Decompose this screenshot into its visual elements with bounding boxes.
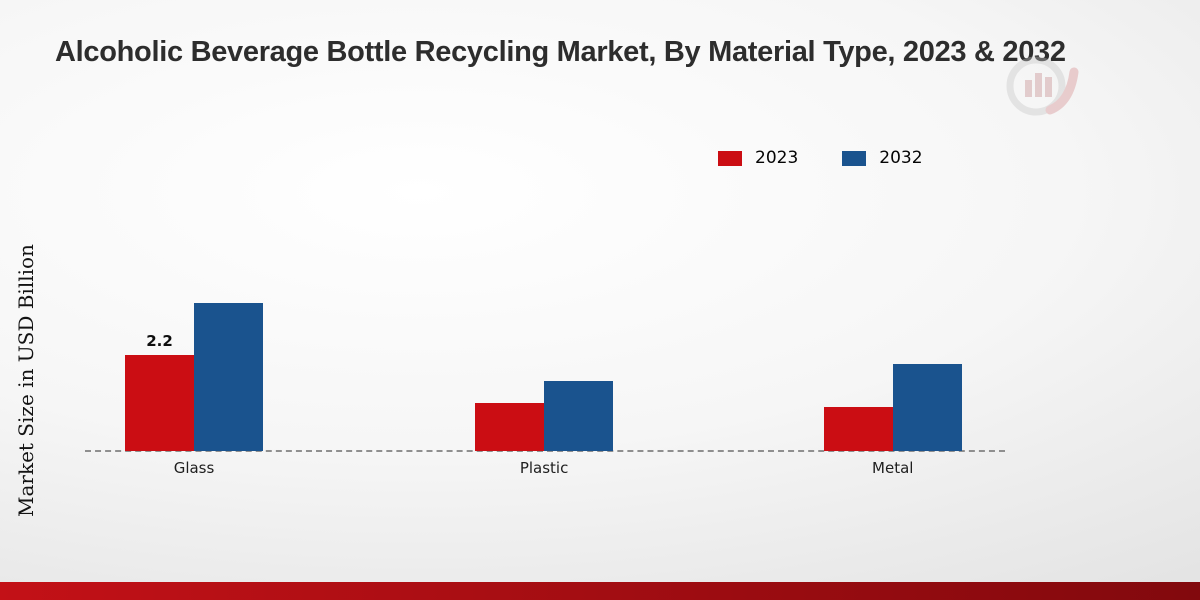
chart-title: Alcoholic Beverage Bottle Recycling Mark… bbox=[55, 36, 1066, 68]
legend-swatch-2023-icon bbox=[718, 150, 742, 166]
bar-glass-2032 bbox=[194, 303, 264, 451]
x-tick-plastic: Plastic bbox=[519, 459, 569, 477]
legend-swatch-2032-icon bbox=[842, 150, 867, 166]
bar-plastic-2023 bbox=[475, 403, 545, 451]
plot-area: 2.2 Glass Plastic Metal bbox=[85, 231, 1005, 477]
bar-group-plastic bbox=[475, 381, 614, 451]
bar-value-label: 2.2 bbox=[146, 332, 173, 350]
bar-group-glass: 2.2 bbox=[125, 303, 264, 451]
bar-metal-2032 bbox=[892, 364, 962, 451]
bar-group-metal bbox=[823, 364, 962, 451]
legend-item-2023: 2023 bbox=[718, 148, 798, 168]
bar-metal-2023 bbox=[823, 407, 893, 451]
x-axis-baseline bbox=[85, 450, 1005, 452]
legend-label-2023: 2023 bbox=[755, 148, 799, 168]
market-research-logo-icon bbox=[998, 50, 1090, 126]
bar-glass-2023: 2.2 bbox=[125, 332, 195, 451]
legend: 2023 2032 bbox=[718, 148, 923, 168]
legend-item-2032: 2032 bbox=[842, 148, 923, 168]
bar-plastic-2032 bbox=[544, 381, 614, 451]
x-tick-metal: Metal bbox=[872, 459, 914, 477]
y-axis-label: Market Size in USD Billion bbox=[14, 244, 38, 517]
x-tick-glass: Glass bbox=[173, 459, 215, 477]
footer-bar bbox=[0, 582, 1200, 600]
legend-label-2032: 2032 bbox=[879, 148, 923, 168]
